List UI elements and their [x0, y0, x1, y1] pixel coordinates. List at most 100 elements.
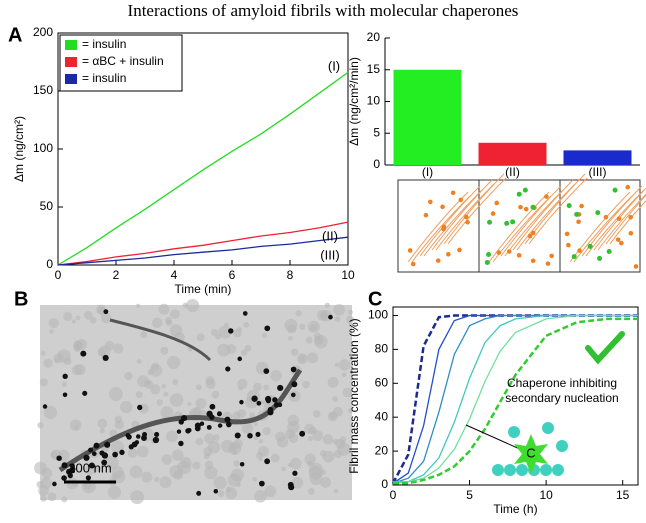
- texture: [203, 453, 210, 460]
- chaperone: [530, 204, 536, 210]
- monomer: [458, 197, 464, 203]
- legend-label: = insulin: [82, 37, 126, 51]
- y-tick-label: 15: [367, 62, 381, 76]
- gold-particle: [258, 480, 265, 487]
- texture: [332, 396, 339, 402]
- texture: [215, 333, 222, 340]
- y-tick-label: 40: [375, 409, 389, 423]
- monomer: [506, 249, 512, 254]
- annotation: Chaperone inhibiting: [507, 376, 617, 390]
- monomer: [615, 237, 621, 242]
- y-tick-label: 100: [368, 308, 388, 322]
- monomer: [518, 204, 523, 210]
- fibril-sketch: [569, 191, 631, 263]
- fibril-sketch: [512, 179, 574, 251]
- texture: [204, 433, 215, 444]
- texture: [108, 387, 123, 401]
- texture: [136, 445, 149, 458]
- texture: [243, 322, 250, 328]
- texture: [54, 358, 59, 364]
- texture: [50, 451, 58, 459]
- texture: [295, 310, 302, 317]
- monomer: [530, 258, 536, 264]
- gold-particle: [126, 434, 132, 440]
- gold-particle: [141, 435, 147, 442]
- gold-particle: [62, 373, 68, 379]
- bar: [563, 150, 632, 165]
- checkmark: [585, 331, 625, 365]
- y-tick-label: 0: [46, 257, 53, 271]
- gold-particle: [88, 447, 94, 453]
- texture: [169, 393, 184, 407]
- series-line: [57, 71, 349, 266]
- legend-swatch: [65, 40, 77, 50]
- texture: [73, 344, 82, 353]
- texture: [41, 467, 53, 479]
- texture: [69, 419, 82, 432]
- texture: [333, 304, 345, 316]
- chaperone: [612, 187, 618, 193]
- gold-particle: [194, 425, 201, 432]
- texture: [233, 460, 240, 467]
- texture: [159, 476, 172, 489]
- texture: [204, 466, 218, 480]
- gold-particle: [288, 484, 295, 491]
- gold-particle: [264, 395, 272, 403]
- x-tick-label: 6: [229, 268, 236, 282]
- texture: [61, 496, 68, 503]
- texture: [140, 331, 148, 339]
- monomer: [457, 247, 462, 253]
- x-tick-label: 2: [113, 268, 120, 282]
- texture: [156, 399, 163, 406]
- y-tick-label: 20: [375, 443, 389, 457]
- texture: [127, 448, 138, 458]
- legend-label: = αBC + insulin: [82, 54, 164, 68]
- gold-particle: [102, 354, 109, 362]
- gold-particle: [91, 451, 97, 457]
- fibril-sketch: [431, 179, 493, 251]
- legend-box: [59, 34, 183, 92]
- texture: [71, 319, 76, 324]
- texture: [299, 323, 306, 330]
- monomer: [516, 253, 522, 258]
- legend-label: = insulin: [82, 71, 126, 85]
- y-tick-label: 10: [367, 94, 381, 108]
- x-tick-label: 0: [390, 488, 397, 502]
- bar: [393, 69, 462, 165]
- monomer: [423, 212, 429, 218]
- texture: [113, 343, 124, 354]
- gold-particle: [216, 411, 222, 417]
- texture: [213, 476, 227, 490]
- gold-particle: [137, 404, 143, 411]
- monomer: [603, 214, 609, 220]
- texture: [257, 445, 269, 457]
- gold-particle: [225, 366, 231, 372]
- x-axis-label: Time (min): [175, 282, 232, 296]
- gold-particle: [291, 381, 298, 388]
- monomer: [494, 200, 500, 206]
- texture: [232, 450, 237, 455]
- texture: [264, 485, 277, 498]
- annotation: (II): [322, 228, 338, 243]
- micrograph: [34, 299, 355, 505]
- texture: [227, 473, 242, 487]
- texture: [158, 303, 170, 315]
- gold-particle: [52, 481, 57, 487]
- gold-particle: [67, 472, 73, 479]
- texture: [99, 428, 105, 434]
- texture: [186, 299, 200, 313]
- texture: [288, 336, 293, 341]
- gold-particle: [56, 455, 62, 461]
- monomer: [544, 194, 549, 199]
- gold-particle: [277, 384, 284, 392]
- texture: [165, 430, 178, 443]
- texture: [260, 399, 265, 405]
- x-tick-label: 0: [55, 268, 62, 282]
- chaperone: [487, 219, 493, 225]
- monomer-bead: [508, 426, 520, 438]
- texture: [97, 347, 107, 357]
- legend-swatch: [65, 74, 77, 84]
- texture: [327, 376, 339, 388]
- texture: [258, 457, 263, 462]
- texture: [100, 312, 112, 324]
